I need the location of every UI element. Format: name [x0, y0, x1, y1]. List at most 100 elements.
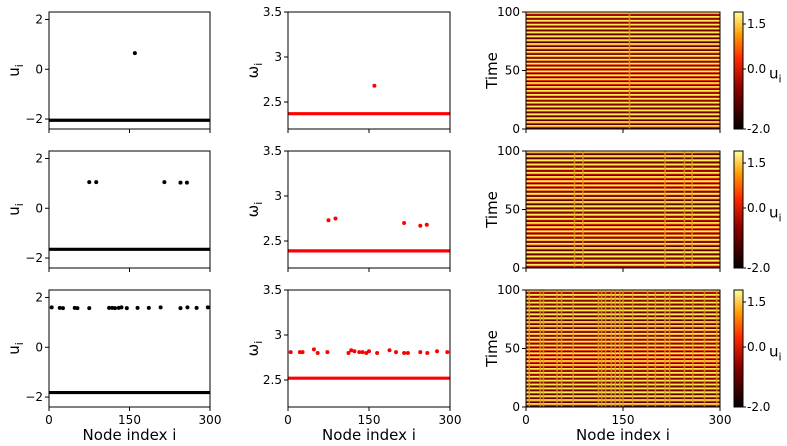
y-axis-label: ωi — [244, 202, 265, 218]
panel-u-row1: −2 0 2 ui — [5, 11, 211, 133]
data-point — [375, 351, 380, 355]
desynchronized-node-column — [664, 290, 666, 407]
heatmap-stripe-high — [526, 35, 720, 38]
x-tick-label: 0 — [522, 413, 530, 427]
heatmap-stripe-high — [526, 109, 720, 112]
heatmap-stripe-mid — [526, 161, 720, 162]
heatmap-stripe-low — [526, 26, 720, 28]
data-point — [349, 348, 354, 353]
heatmap-stripe-low — [526, 262, 720, 264]
heatmap-stripe-mid — [526, 182, 720, 183]
heatmap-stripe-low — [526, 100, 720, 102]
y-tick-label: 0 — [512, 261, 520, 275]
colorbar-tick-label: 0.0 — [747, 62, 766, 76]
y-tick-label: 3 — [274, 189, 282, 203]
data-point — [387, 348, 392, 353]
y-tick-label: 50 — [505, 64, 520, 78]
axes-frame — [48, 11, 211, 130]
heatmap-stripe-low — [526, 166, 720, 168]
y-tick-label: 0 — [35, 340, 43, 354]
heatmap-stripe-low — [526, 179, 720, 180]
panel-omega-row1: 2.5 3 3.5 ωi — [244, 5, 451, 133]
panel-omega-row3: 2.5 3 3.5 0 150 300 Node index i ωi — [244, 283, 461, 444]
heatmap-stripe-high — [526, 209, 720, 212]
heatmap-stripe-high — [526, 15, 720, 18]
y-tick-label: 50 — [505, 342, 520, 356]
desynchronized-node-column — [668, 290, 671, 407]
y-tick-label: 3.5 — [263, 144, 282, 158]
heatmap-stripe-high — [526, 226, 720, 228]
heatmap-stripe-low — [526, 124, 720, 125]
desynchronized-node-column — [683, 151, 686, 268]
heatmap-stripe-high — [526, 39, 720, 41]
heatmap-stripe-low — [526, 65, 720, 67]
data-point — [402, 221, 407, 225]
panel-heatmap-row1: 0 50 100 Time — [483, 5, 721, 136]
heatmap-stripe-high — [526, 251, 720, 254]
heatmap-stripe-mid — [526, 156, 720, 158]
data-point — [425, 351, 430, 355]
y-tick-label: 0 — [35, 201, 43, 215]
heatmap-stripe-low — [526, 229, 720, 231]
desynchronized-node-column — [573, 151, 576, 268]
desynchronized-node-column — [597, 290, 600, 407]
heatmap-stripe-high — [526, 238, 720, 241]
heatmap-stripe-mid — [526, 215, 720, 216]
colorbar-tick-label: -2.0 — [747, 261, 770, 275]
desynchronized-node-column — [610, 290, 613, 407]
desynchronized-node-column — [582, 151, 584, 268]
heatmap-stripe-mid — [526, 152, 720, 154]
heatmap-stripe-mid — [526, 190, 720, 191]
heatmap-stripe-high — [526, 263, 720, 266]
heatmap-stripe-high — [526, 62, 720, 65]
heatmap-stripe-low — [526, 116, 720, 118]
heatmap-stripe-low — [526, 104, 720, 106]
y-axis-label: Time — [483, 52, 501, 90]
y-tick-label: 2.5 — [263, 95, 282, 109]
heatmap-stripe-low — [526, 120, 720, 121]
heatmap-stripe-low — [526, 183, 720, 185]
desynchronized-node-column — [614, 290, 617, 407]
y-tick-label: 3 — [274, 50, 282, 64]
colorbar-gradient — [733, 150, 744, 269]
data-point — [346, 351, 351, 355]
desynchronized-node-column — [654, 290, 657, 407]
data-point — [315, 351, 320, 355]
heatmap-stripe-low — [526, 88, 720, 90]
heatmap-stripe-low — [526, 174, 720, 176]
heatmap-stripe-high — [526, 222, 720, 224]
heatmap-stripe-low — [526, 225, 720, 226]
heatmap-stripe-mid — [526, 240, 720, 242]
panel-heatmap-row2: 0 50 100 Time — [483, 144, 721, 275]
heatmap-stripe-high — [526, 201, 720, 203]
data-point — [162, 180, 167, 185]
y-tick-label: 2 — [35, 12, 43, 26]
desynchronized-node-column — [628, 12, 631, 129]
heatmap-stripe-low — [526, 241, 720, 243]
heatmap-stripe-high — [526, 97, 720, 100]
desynchronized-node-column — [692, 290, 694, 407]
data-point — [178, 306, 183, 311]
heatmap-stripe-high — [526, 54, 720, 57]
heatmap-stripe-high — [526, 82, 720, 84]
heatmap-stripe-high — [526, 247, 720, 249]
heatmap-stripe-low — [526, 77, 720, 79]
desynchronized-node-column — [618, 290, 621, 407]
y-tick-label: 0 — [35, 62, 43, 76]
data-point — [75, 306, 80, 311]
colorbar-label: ui — [769, 204, 782, 225]
data-point — [57, 305, 62, 310]
heatmap-stripe-high — [526, 155, 720, 157]
data-point — [311, 347, 316, 352]
x-tick-label: 150 — [358, 413, 381, 427]
heatmap-stripe-low — [526, 220, 720, 222]
x-tick-label: 150 — [612, 413, 635, 427]
heatmap-stripe-low — [526, 191, 720, 193]
heatmap-stripe-mid — [526, 257, 720, 258]
heatmap-stripe-low — [526, 92, 720, 94]
heatmap-stripe-low — [526, 57, 720, 59]
data-point — [372, 83, 377, 88]
desynchronized-node-column — [572, 290, 575, 407]
